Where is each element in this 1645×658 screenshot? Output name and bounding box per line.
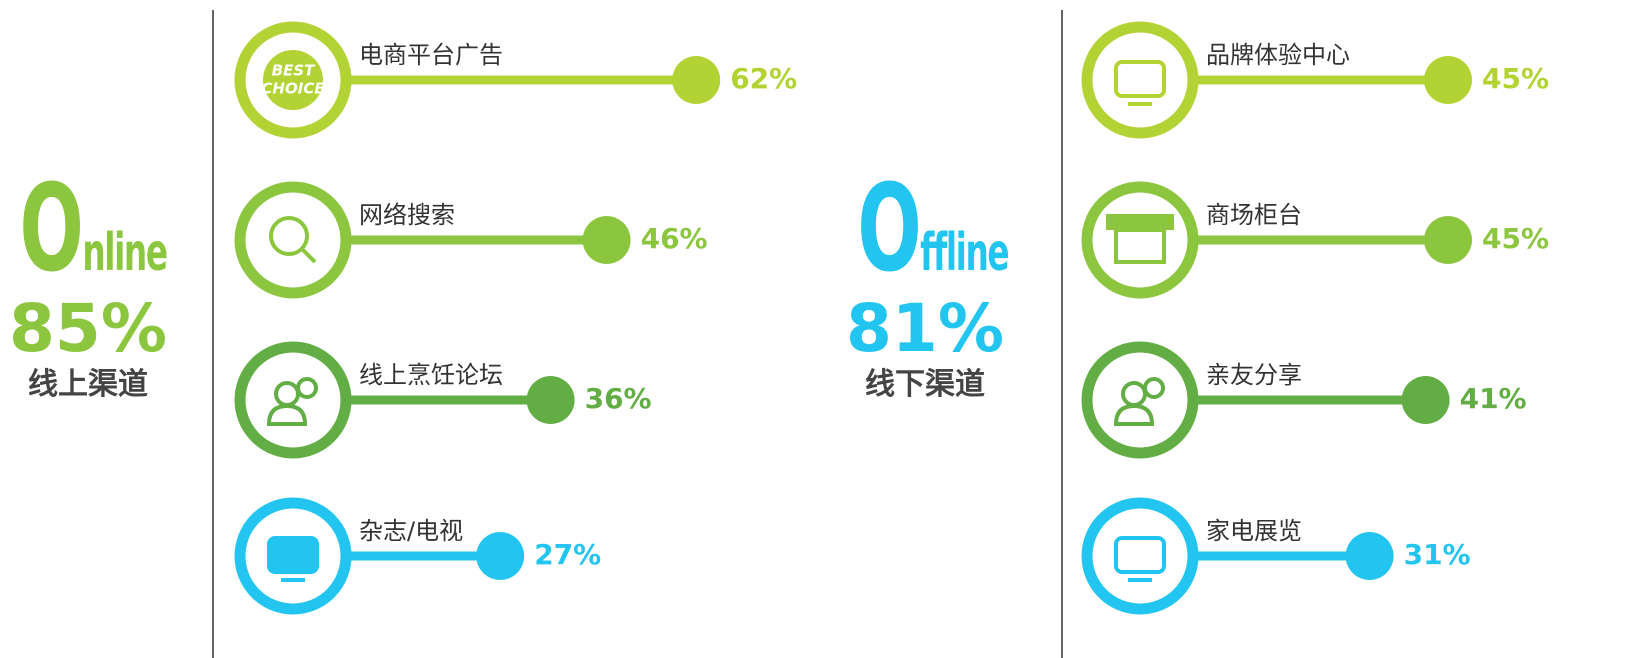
icon: [1114, 536, 1166, 582]
icon: [266, 377, 318, 426]
icon-screen: [267, 536, 319, 574]
category-label: 商场柜台: [1206, 201, 1302, 229]
subtitle: 线上渠道: [28, 367, 148, 402]
value-label: 45%: [1482, 62, 1549, 95]
icon: [267, 536, 319, 582]
value-label: 46%: [641, 222, 708, 255]
category-label: 家电展览: [1206, 517, 1302, 545]
icon-badge: [263, 50, 323, 110]
bar-knob: [582, 216, 631, 264]
category-label: 线上烹饪论坛: [359, 361, 503, 389]
value-label: 31%: [1404, 538, 1471, 571]
offline-block: Offline 81% 线下渠道: [825, 160, 1025, 410]
icon: [1113, 377, 1165, 426]
badge-text: BEST: [272, 62, 316, 80]
total: 81%: [846, 290, 1004, 367]
category-label: 品牌体验中心: [1206, 41, 1350, 69]
value-label: 41%: [1460, 382, 1527, 415]
bar-knob: [1424, 56, 1472, 104]
icon-lens: [269, 216, 309, 256]
icon-ring: [1081, 341, 1199, 459]
icon-ring: [234, 341, 352, 459]
online-block: Online 85% 线上渠道: [0, 160, 188, 410]
icon-handle: [300, 247, 317, 264]
category-label: 亲友分享: [1206, 361, 1302, 389]
icon-head2: [1143, 377, 1165, 399]
icon-ring: [1081, 21, 1199, 139]
subtitle: 线下渠道: [865, 367, 985, 402]
icon-screen: [1114, 536, 1166, 574]
icon: [1114, 60, 1166, 106]
icon-ring: [1081, 497, 1199, 615]
bar-knob: [672, 56, 721, 104]
total: 85%: [9, 290, 167, 367]
category-label: 杂志/电视: [359, 517, 463, 545]
icon-roof: [1106, 214, 1174, 230]
icon-body: [1113, 403, 1155, 426]
value-label: 45%: [1482, 222, 1549, 255]
icon-head2: [296, 377, 318, 399]
bar-knob: [476, 532, 525, 580]
category-label: 网络搜索: [359, 201, 455, 229]
icon-screen: [1114, 60, 1166, 98]
category-label: 电商平台广告: [359, 41, 503, 69]
icon: [1106, 214, 1174, 264]
icon: [269, 216, 317, 264]
value-label: 62%: [730, 62, 797, 95]
icon-body: [266, 403, 308, 426]
bar-knob: [1424, 216, 1472, 264]
value-label: 36%: [585, 382, 652, 415]
bar-knob: [1401, 376, 1450, 424]
value-label: 27%: [534, 538, 601, 571]
title: Offline: [857, 160, 1009, 299]
bar-knob: [1345, 532, 1394, 580]
title: Online: [19, 160, 169, 299]
bar-knob: [526, 376, 575, 424]
badge-text: CHOICE: [261, 80, 325, 98]
icon-ring: [1081, 181, 1199, 299]
icon-ring: [234, 181, 352, 299]
